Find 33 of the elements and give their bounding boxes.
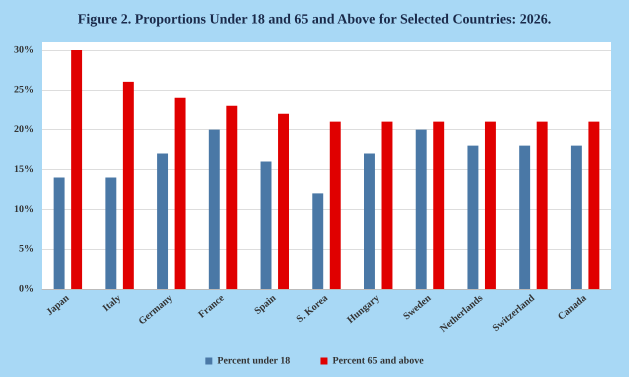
bar: [382, 122, 392, 289]
y-tick-label: 30%: [14, 44, 34, 56]
bar: [416, 130, 427, 289]
bar: [484, 122, 496, 289]
bar: [208, 130, 220, 289]
bar: [71, 50, 82, 289]
chart-title: Figure 2. Proportions Under 18 and 65 and Above for Selected Countries: 2026.: [78, 12, 552, 28]
y-tick-label: 20%: [14, 124, 34, 136]
bar: [157, 154, 168, 289]
y-tick-label: 0%: [19, 284, 34, 294]
bar: [312, 193, 324, 289]
y-tick-label: 15%: [14, 164, 34, 175]
y-tick-label: 10%: [14, 204, 34, 215]
y-tick-label: 25%: [14, 84, 34, 96]
bar: [570, 146, 582, 289]
bar: [519, 146, 530, 289]
bar: [278, 114, 289, 289]
x-tick-label: Italy: [100, 292, 124, 314]
bar: [433, 122, 444, 289]
bar: [330, 122, 341, 289]
bar: [588, 122, 600, 289]
bar: [536, 122, 548, 289]
legend-label: Percent 65 and above: [332, 356, 424, 366]
bar: [364, 154, 375, 289]
bar: [467, 146, 478, 289]
y-tick-label: 5%: [19, 244, 34, 255]
bar: [226, 106, 238, 289]
bar: [105, 177, 116, 289]
legend-label: Percent under 18: [217, 356, 290, 366]
bar: [174, 98, 186, 289]
bar: [260, 162, 272, 289]
bar: [122, 82, 134, 289]
bar: [54, 177, 65, 289]
